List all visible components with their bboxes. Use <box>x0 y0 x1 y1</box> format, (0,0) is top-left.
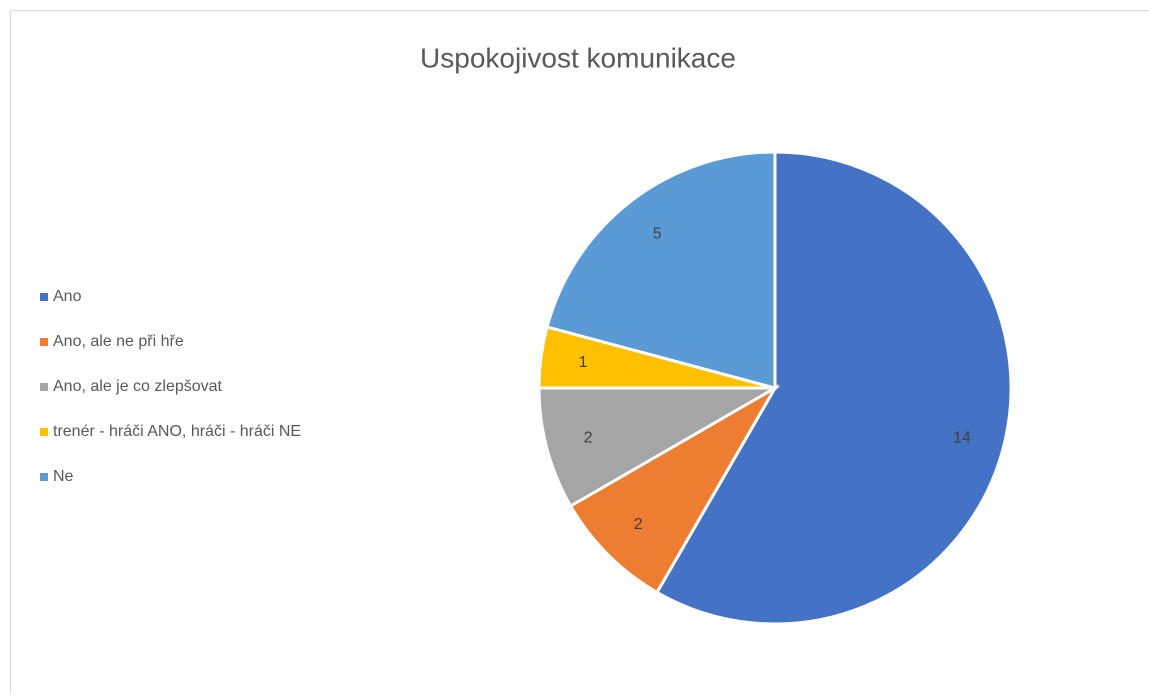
data-label: 2 <box>634 516 643 533</box>
legend-label: trenér - hráči ANO, hráči - hráči NE <box>53 423 301 440</box>
data-label: 2 <box>584 429 593 446</box>
data-label: 14 <box>953 429 971 446</box>
legend-label: Ne <box>53 468 74 485</box>
legend-marker <box>40 338 48 346</box>
legend-marker <box>40 428 48 436</box>
legend-marker <box>40 473 48 481</box>
legend-marker <box>40 293 48 301</box>
legend-label: Ano <box>53 288 82 305</box>
data-label: 5 <box>653 226 662 243</box>
data-label: 1 <box>579 354 588 371</box>
legend-label: Ano, ale ne při hře <box>53 333 184 350</box>
legend-marker <box>40 383 48 391</box>
chart-title: Uspokojivost komunikace <box>420 42 736 73</box>
legend-label: Ano, ale je co zlepšovat <box>53 378 223 395</box>
